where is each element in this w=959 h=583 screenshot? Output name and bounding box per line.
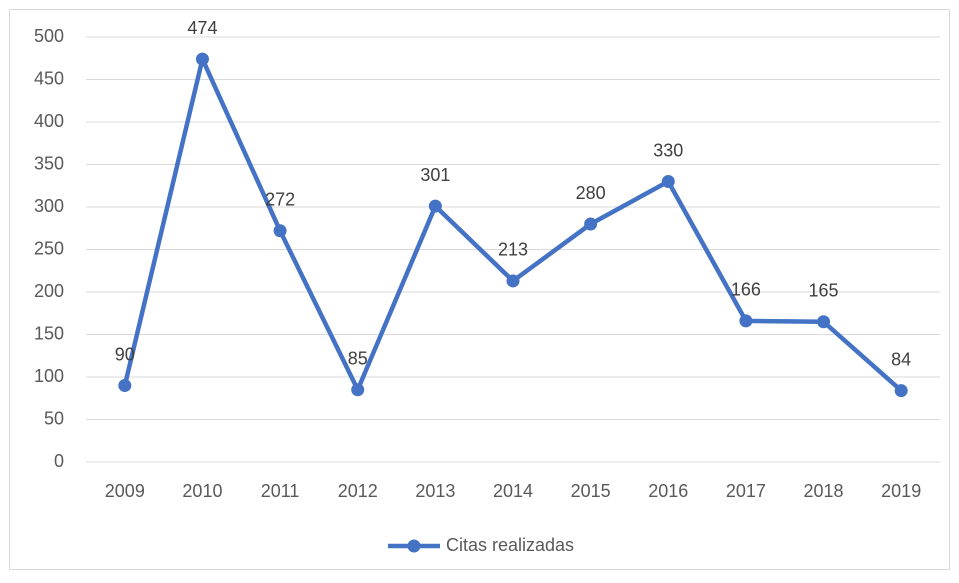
y-tick-label: 0 [54,451,64,471]
data-point [273,224,287,238]
data-label: 330 [653,140,683,160]
x-tick-label: 2015 [571,481,611,501]
x-tick-label: 2014 [493,481,533,501]
y-tick-label: 100 [34,366,64,386]
y-tick-label: 500 [34,26,64,46]
x-tick-label: 2016 [648,481,688,501]
data-point [506,274,520,288]
chart-border [9,9,950,570]
y-tick-label: 250 [34,238,64,258]
data-point [118,379,132,392]
y-tick-label: 400 [34,111,64,131]
x-tick-label: 2017 [726,481,766,501]
data-point [584,217,598,231]
x-tick-label: 2010 [182,481,222,501]
data-label: 90 [115,344,135,364]
legend-label: Citas realizadas [446,535,574,555]
legend-marker [407,539,421,553]
data-label: 84 [891,349,911,369]
data-label: 272 [265,190,295,210]
data-point [739,314,753,328]
data-label: 165 [809,281,839,301]
y-tick-label: 450 [34,68,64,88]
x-tick-label: 2013 [415,481,455,501]
y-tick-label: 200 [34,281,64,301]
x-tick-label: 2011 [261,481,300,501]
x-tick-label: 2009 [105,481,145,501]
data-point [195,52,209,66]
data-point [428,199,442,213]
x-tick-label: 2019 [881,481,921,501]
data-point [894,384,908,398]
x-tick-label: 2018 [804,481,844,501]
data-point [817,315,831,329]
data-label: 213 [498,240,528,260]
data-label: 85 [348,349,368,369]
data-label: 474 [187,18,217,38]
y-tick-label: 300 [34,196,64,216]
data-label: 166 [731,280,761,300]
y-tick-label: 350 [34,153,64,173]
data-label: 280 [576,183,606,203]
data-label: 301 [420,165,450,185]
y-tick-label: 50 [44,408,64,428]
data-point [661,175,675,188]
x-tick-label: 2012 [338,481,378,501]
y-tick-label: 150 [34,323,64,343]
data-point [351,383,365,397]
